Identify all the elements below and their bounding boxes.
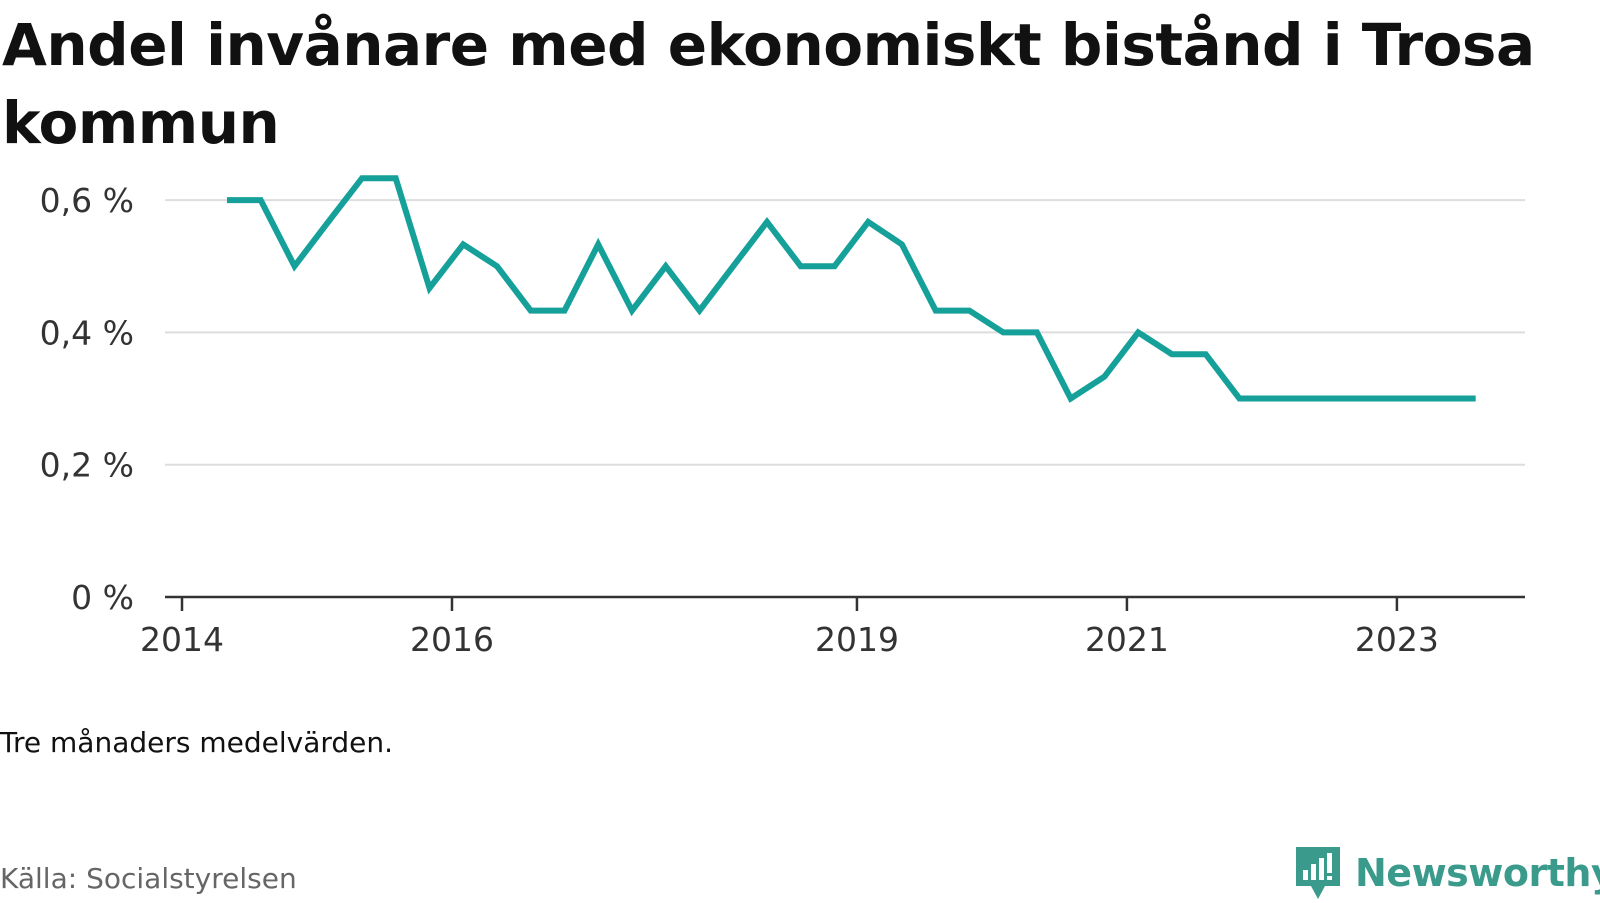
x-tick-label: 2019 (815, 620, 899, 659)
y-axis-labels: 0 % 0,2 % 0,4 % 0,6 % (40, 181, 134, 617)
series-line (227, 175, 1476, 403)
y-tick-label: 0,6 % (40, 181, 134, 220)
x-tick-label: 2021 (1085, 620, 1169, 659)
newsworthy-logo-icon (1296, 847, 1340, 899)
x-axis-ticks: 2014 2016 2019 2021 2023 (140, 597, 1439, 659)
source-label: Källa: Socialstyrelsen (0, 862, 297, 895)
y-tick-label: 0,4 % (40, 313, 134, 352)
gridlines (165, 199, 1525, 466)
brand-logo: Newsworthy (1293, 843, 1600, 903)
chart-title: Andel invånare med ekonomiskt bistånd i … (2, 11, 1535, 157)
x-tick-label: 2016 (410, 620, 494, 659)
x-tick-label: 2023 (1355, 620, 1439, 659)
y-tick-label: 0 % (71, 578, 134, 617)
x-tick-label: 2014 (140, 620, 224, 659)
y-tick-label: 0,2 % (40, 446, 134, 485)
line-chart: 0 % 0,2 % 0,4 % 0,6 % 2014 2016 2019 2021 2023 (40, 175, 1525, 659)
chart-note: Tre månaders medelvärden. (0, 726, 394, 759)
brand-name: Newsworthy (1355, 851, 1600, 895)
